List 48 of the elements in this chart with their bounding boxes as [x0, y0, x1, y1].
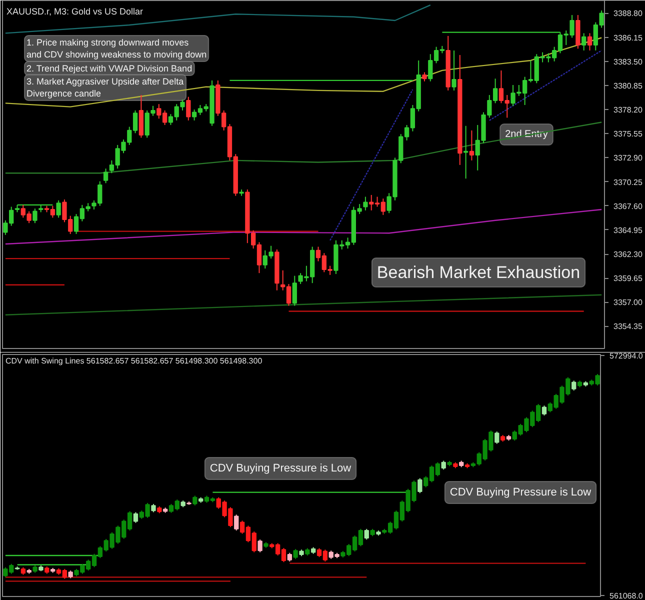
annotation: 3. Market Aggrasiver Upside after Delta Divergence candle: [26, 76, 184, 98]
candlestick: [582, 32, 586, 51]
annotation: 2. Trend Reject with VWAP Division Band: [26, 64, 192, 74]
y-tick-label: 3380.85: [614, 81, 643, 90]
candlestick: [363, 196, 368, 211]
line-series: [4, 122, 602, 174]
candlestick: [103, 168, 108, 184]
candlestick: [293, 548, 298, 560]
candlestick: [258, 539, 262, 553]
y-tick-label: 3375.55: [614, 130, 643, 139]
candlestick: [572, 380, 576, 392]
y-tick-label: 3367.60: [614, 202, 643, 211]
line-series: [4, 208, 602, 245]
line-series: [4, 4, 431, 34]
candlestick: [364, 528, 369, 540]
candlestick: [452, 50, 456, 91]
candlestick: [469, 130, 474, 161]
candlestick: [418, 478, 422, 494]
y-tick-label: 3357.00: [614, 298, 643, 308]
candlestick: [133, 512, 138, 524]
annotation: CDV Buying Pressure is Low: [450, 486, 592, 498]
y-tick-label: 3386.15: [614, 33, 643, 42]
chart-title: CDV with Swing Lines 561582.657 561582.657 561498.300 561498.300: [6, 356, 263, 366]
y-tick-label: 3362.30: [614, 250, 643, 260]
candlestick: [292, 275, 297, 306]
candlestick: [587, 32, 592, 51]
y-tick-label: 3359.65: [614, 274, 643, 284]
candlestick: [186, 96, 191, 121]
y-tick-label: 3372.90: [614, 154, 643, 163]
y-tick-label: 3364.95: [614, 226, 643, 235]
y-tick-label: 3370.25: [614, 178, 643, 187]
y-tick-label: 3388.80: [614, 9, 643, 18]
candlestick: [32, 208, 38, 224]
y-tick-label: 3383.50: [614, 57, 643, 66]
y-tick-label: 572994.0: [610, 352, 644, 361]
candlestick: [234, 514, 239, 532]
candlestick: [56, 200, 61, 218]
text: XAUUSD.r, M3: Gold vs US Dollar: [6, 6, 144, 16]
candlestick: [422, 72, 427, 82]
annotation: Bearish Market Exhaustion: [376, 263, 580, 282]
candlestick: [542, 405, 547, 416]
candlestick: [494, 431, 500, 444]
annotation: CDV Buying Pressure is Low: [210, 462, 352, 474]
y-tick-label: 3354.35: [614, 322, 643, 332]
y-tick-label: 3378.20: [614, 106, 643, 115]
candlestick: [192, 495, 198, 506]
y-tick-label: 561068.0: [610, 592, 644, 600]
annotation: 1. Price making strong downward moves and CDV showing weakness to moving down: [26, 38, 207, 60]
